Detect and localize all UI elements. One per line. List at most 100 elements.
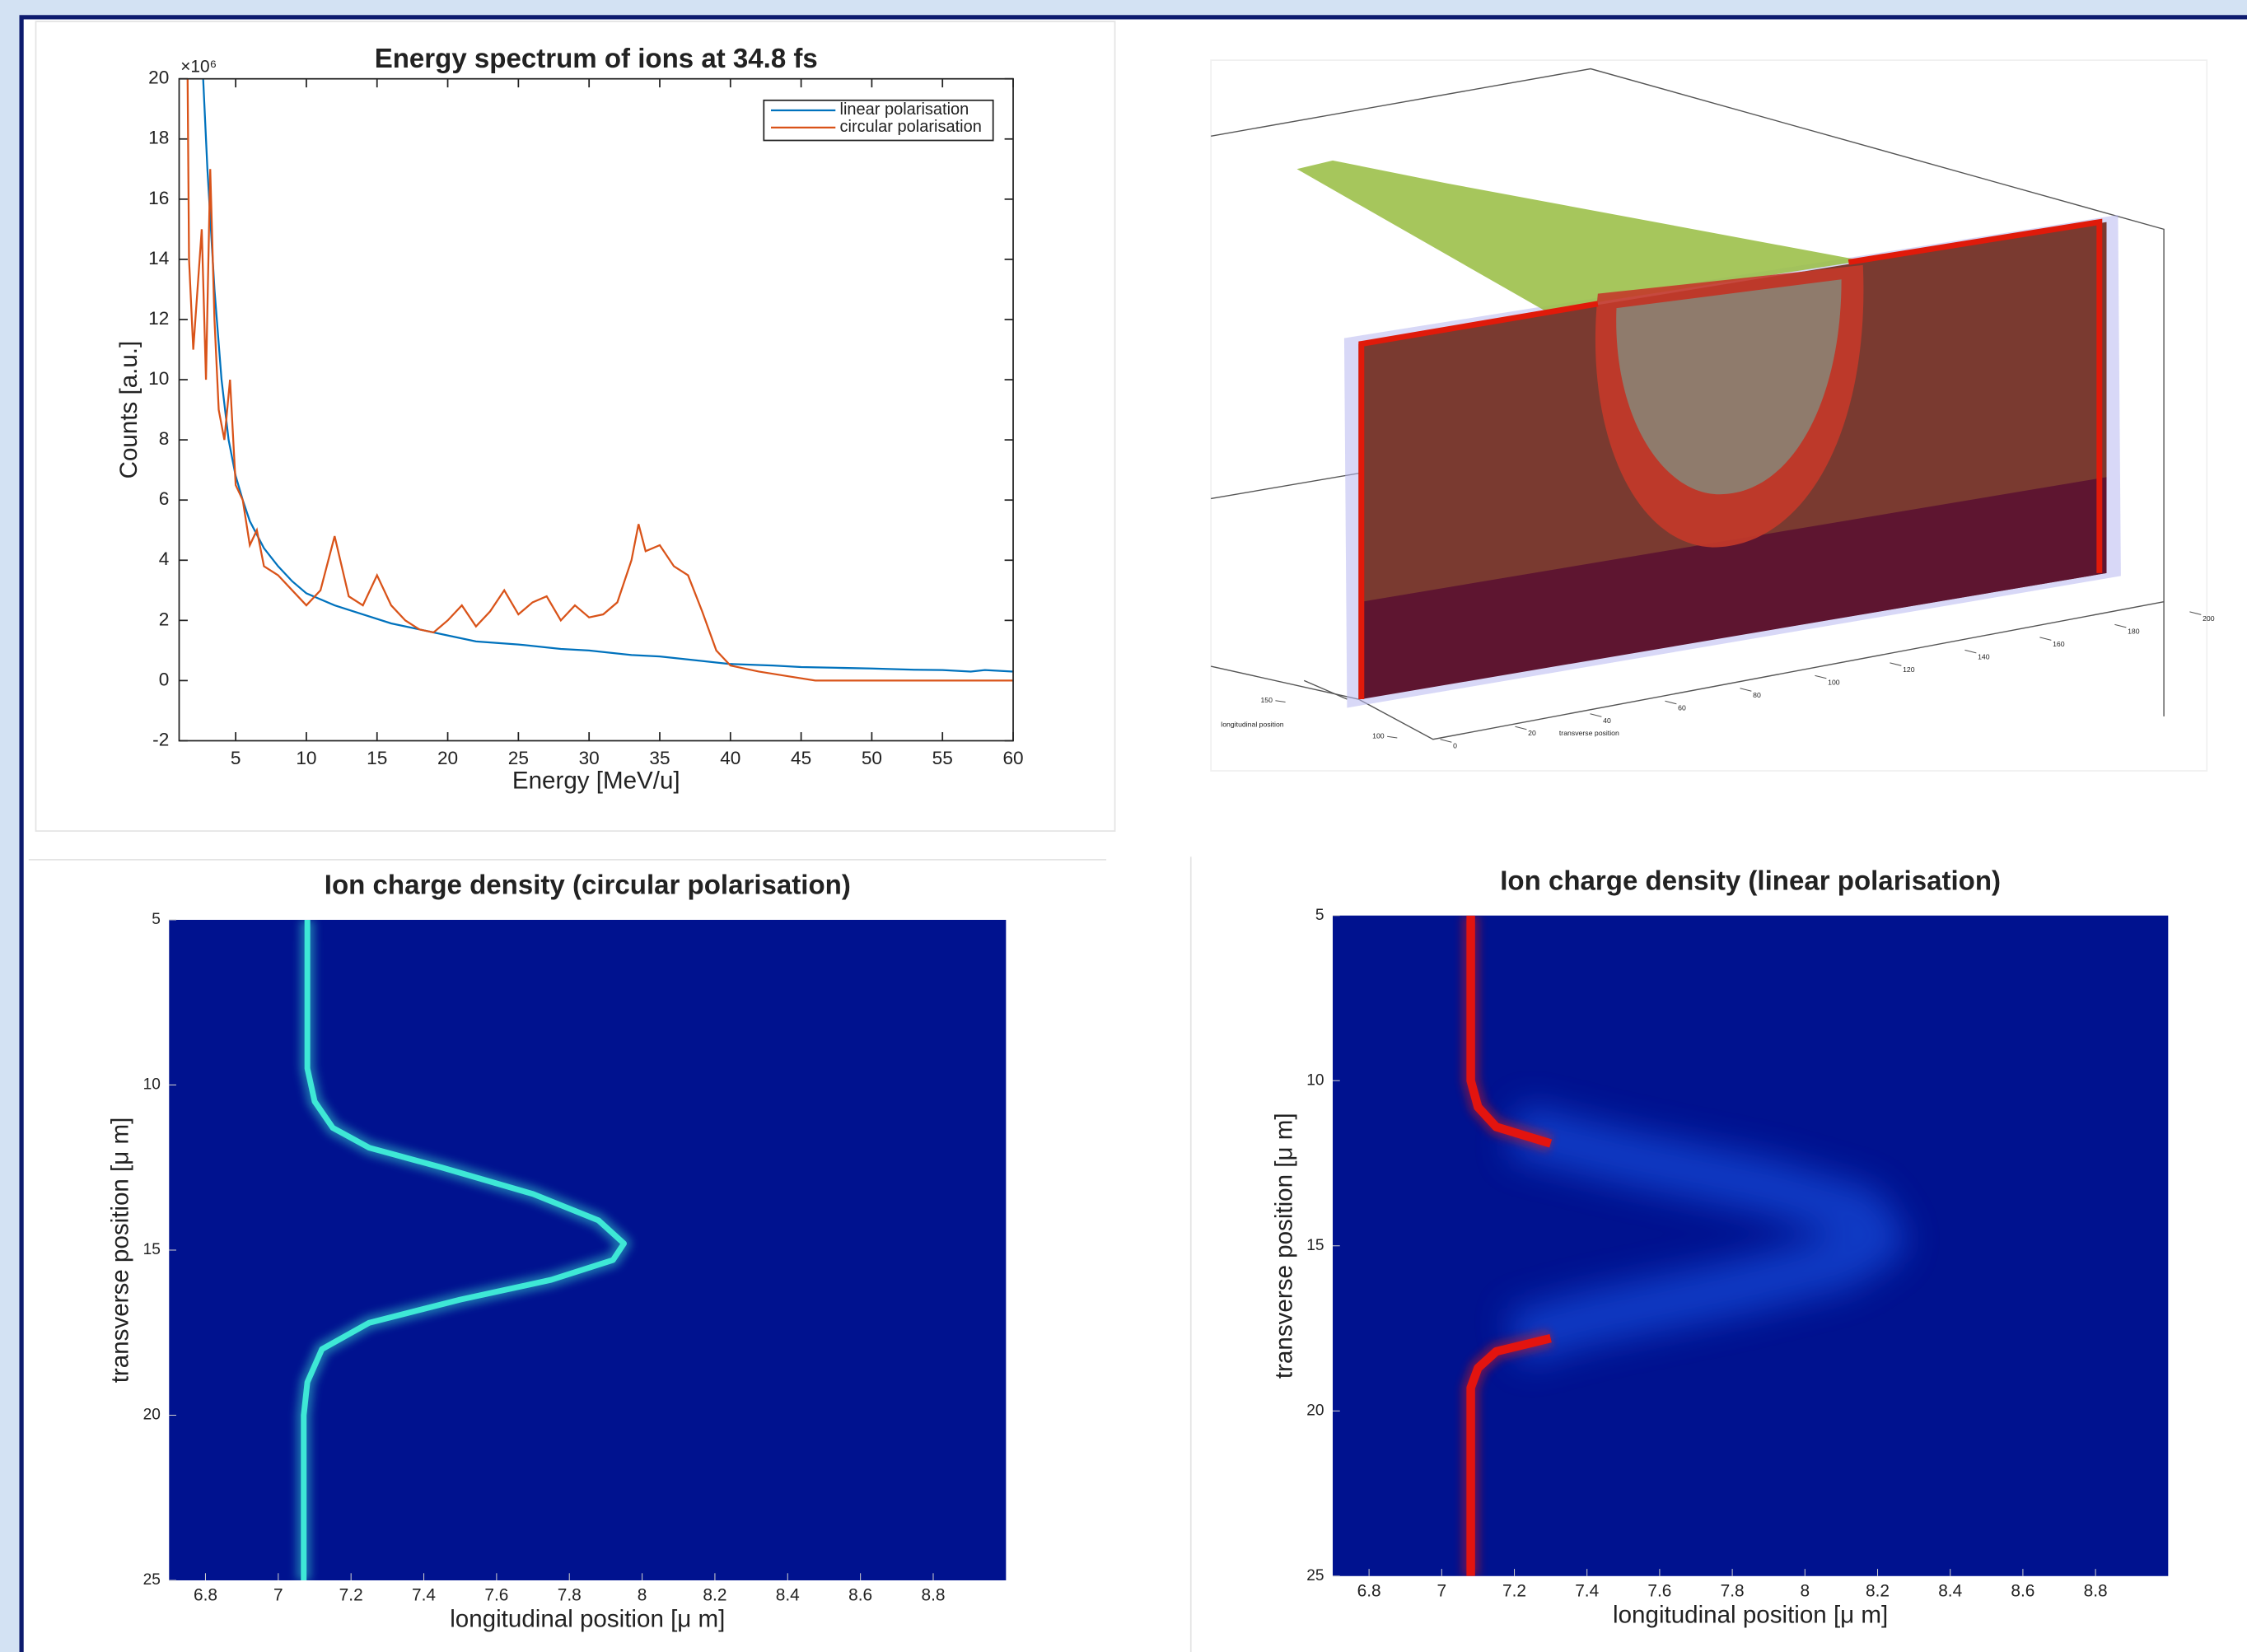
x-axis-label: longitudinal position [μ m] bbox=[1613, 1601, 1888, 1628]
density-ridge bbox=[1466, 915, 1553, 1576]
heatmap-background bbox=[1333, 915, 2169, 1576]
x-tick-label: 7.6 bbox=[484, 1586, 508, 1605]
y-tick-label: 150 bbox=[1260, 696, 1273, 704]
legend-box bbox=[763, 99, 994, 142]
y-tick-label: 16 bbox=[148, 188, 169, 208]
x-tick-label: 7 bbox=[273, 1586, 283, 1605]
y-tick-label: 10 bbox=[143, 1076, 161, 1094]
y-tick-label: 14 bbox=[148, 248, 169, 268]
x-axis-label: Energy [MeV/u] bbox=[512, 768, 680, 795]
x-tick-label: 140 bbox=[1978, 652, 1990, 660]
density-glow bbox=[1507, 1104, 1905, 1365]
x-tick bbox=[2114, 623, 2127, 628]
x-tick-label: 8.8 bbox=[921, 1586, 945, 1605]
x-tick-label: 120 bbox=[1903, 665, 1915, 674]
x-tick-label: 25 bbox=[508, 748, 529, 768]
line-series bbox=[186, 78, 1014, 682]
x-tick bbox=[1890, 662, 1902, 666]
x-tick-label: 8.8 bbox=[2084, 1581, 2108, 1600]
x-tick-label: 35 bbox=[649, 748, 670, 768]
x-tick-label: 0 bbox=[1453, 742, 1457, 750]
y-tick-label: 2 bbox=[159, 609, 170, 629]
y-tick-label: 15 bbox=[143, 1241, 161, 1258]
y-tick-label: 25 bbox=[143, 1571, 161, 1589]
y-tick bbox=[1275, 700, 1286, 703]
y-tick-label: 5 bbox=[1315, 907, 1324, 924]
y-axis-label: Counts [a.u.] bbox=[115, 341, 142, 479]
x-tick-label: 5 bbox=[231, 748, 241, 768]
x-tick-label: 50 bbox=[862, 748, 882, 768]
y-tick-label: 6 bbox=[159, 488, 170, 509]
y-tick-label: 20 bbox=[1306, 1402, 1324, 1419]
x-tick-label: 6.8 bbox=[194, 1586, 217, 1605]
y-tick-label: -2 bbox=[152, 729, 169, 749]
x-tick-label: 8.4 bbox=[1938, 1581, 1962, 1600]
y-tick bbox=[1387, 735, 1398, 739]
x-tick-label: 40 bbox=[1603, 716, 1611, 725]
x-tick-label: 80 bbox=[1753, 691, 1761, 699]
x-tick bbox=[2039, 637, 2052, 641]
x-tick-label: 8.2 bbox=[1866, 1581, 1890, 1600]
x-tick-label: 60 bbox=[1002, 748, 1023, 768]
x-tick-label: 6.8 bbox=[1357, 1581, 1381, 1600]
x-tick-label: 7.6 bbox=[1647, 1581, 1671, 1600]
x-tick-label: 8.4 bbox=[776, 1586, 800, 1605]
y-tick-label: 20 bbox=[148, 68, 169, 88]
x-tick-label: 8.6 bbox=[2011, 1581, 2034, 1600]
x-tick-label: 7.8 bbox=[1721, 1581, 1745, 1600]
chart-title: Ion charge density (linear polarisation) bbox=[1500, 866, 2001, 896]
x-tick bbox=[2189, 611, 2202, 615]
y-tick-label: 5 bbox=[152, 911, 161, 928]
line-series bbox=[202, 78, 1014, 673]
chart-title: Energy spectrum of ions at 34.8 fs bbox=[375, 44, 818, 74]
axes-box bbox=[178, 77, 1014, 742]
x-tick bbox=[1590, 713, 1602, 717]
x-tick-label: 20 bbox=[437, 748, 458, 768]
x-tick-label: 40 bbox=[720, 748, 740, 768]
x-tick-label: 10 bbox=[296, 748, 316, 768]
x-axis-label: longitudinal position [μ m] bbox=[450, 1606, 725, 1633]
y-tick-label: 0 bbox=[159, 669, 170, 689]
x-tick bbox=[1440, 739, 1452, 743]
x-tick-label: 7.2 bbox=[1502, 1581, 1526, 1600]
x-tick-label: 8 bbox=[1801, 1581, 1810, 1600]
plot-area bbox=[179, 78, 1014, 741]
x-tick-label: 7.4 bbox=[1575, 1581, 1599, 1600]
x-tick-label: 100 bbox=[1828, 678, 1840, 686]
legend-label: circular polarisation bbox=[840, 118, 982, 136]
x-tick-label: 180 bbox=[2128, 627, 2140, 635]
y-tick-label: 10 bbox=[1306, 1071, 1324, 1089]
x-tick-label: 7 bbox=[1437, 1581, 1447, 1600]
y-tick-label: 25 bbox=[1306, 1567, 1324, 1584]
y-tick-label: 4 bbox=[159, 548, 170, 569]
x-tick-label: 8.2 bbox=[703, 1586, 726, 1605]
density-ridge bbox=[301, 919, 627, 1581]
x-tick-label: 7.4 bbox=[412, 1586, 436, 1605]
x-tick-label: 55 bbox=[932, 748, 953, 768]
y-axis-label: longitudinal position bbox=[1221, 721, 1283, 729]
panel-border bbox=[35, 21, 1116, 832]
x-tick bbox=[1964, 649, 1977, 654]
x-tick-label: 20 bbox=[1528, 729, 1536, 737]
x-tick-label: 7.2 bbox=[339, 1586, 363, 1605]
x-tick-label: 45 bbox=[791, 748, 811, 768]
render-3d bbox=[1210, 59, 2208, 772]
y-tick-label: 20 bbox=[143, 1407, 161, 1424]
y-axis-label: transverse position [μ m] bbox=[107, 1118, 134, 1384]
x-tick bbox=[1815, 674, 1827, 679]
y-tick-label: 10 bbox=[148, 368, 169, 389]
heatmap-background bbox=[169, 919, 1007, 1581]
x-tick-label: 8 bbox=[638, 1586, 647, 1605]
x-tick-label: 30 bbox=[579, 748, 600, 768]
x-tick-label: 8.6 bbox=[848, 1586, 872, 1605]
x-tick bbox=[1665, 700, 1677, 705]
chart-title: Ion charge density (circular polarisatio… bbox=[325, 870, 851, 901]
y-tick-label: 12 bbox=[148, 308, 169, 329]
y-tick-label: 8 bbox=[159, 428, 170, 449]
legend-label: linear polarisation bbox=[840, 100, 969, 119]
y-tick-label: 15 bbox=[1306, 1237, 1324, 1254]
x-tick-label: 200 bbox=[2203, 614, 2215, 623]
y-axis-label: transverse position [μ m] bbox=[1270, 1113, 1297, 1379]
